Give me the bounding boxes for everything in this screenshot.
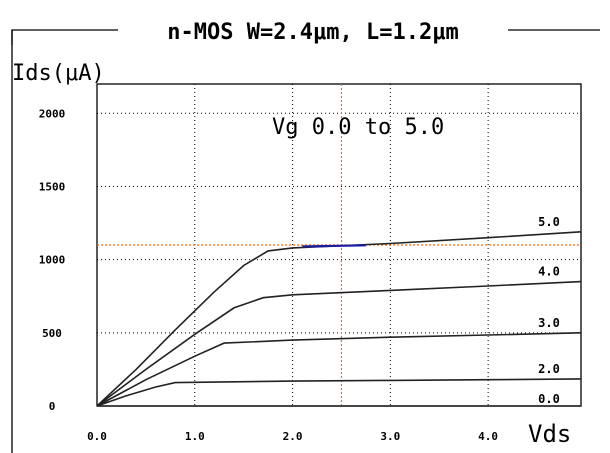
curve-label: 0.0 — [538, 392, 560, 406]
chart-title: n-MOS W=2.4μm, L=1.2μm — [167, 20, 458, 45]
series-line-vg-3-0 — [96, 332, 582, 407]
series-lines — [96, 231, 582, 407]
y-tick-label: 0 — [49, 400, 56, 413]
x-axis-label: Vds — [528, 420, 571, 448]
x-tick-label: 2.0 — [283, 430, 303, 443]
y-tick-label: 1500 — [39, 180, 66, 193]
curve-label: 4.0 — [538, 265, 560, 279]
x-tick-label: 1.0 — [185, 430, 205, 443]
curve-label: 2.0 — [538, 362, 560, 376]
series-line-vg-5-0 — [96, 231, 582, 407]
curve-label: 3.0 — [538, 316, 560, 330]
y-axis-label: Ids(μA) — [12, 61, 105, 86]
x-tick-label: 3.0 — [380, 430, 400, 443]
series-line-vg-2-0 — [96, 378, 582, 407]
y-tick-label: 2000 — [39, 107, 66, 120]
x-tick-labels: 0.0 1.0 2.0 3.0 4.0 — [87, 430, 498, 443]
y-tick-label: 500 — [42, 327, 62, 340]
operating-point-marker — [302, 244, 366, 248]
y-tick-labels: 0 500 1000 1500 2000 — [39, 107, 66, 413]
curve-labels: 5.0 4.0 3.0 2.0 0.0 — [538, 215, 560, 406]
y-tick-label: 1000 — [39, 254, 66, 267]
sweep-annotation: Vg 0.0 to 5.0 — [272, 115, 444, 140]
x-tick-label: 0.0 — [87, 430, 107, 443]
series-line-vg-4-0 — [96, 280, 582, 407]
x-tick-label: 4.0 — [478, 430, 498, 443]
curve-label: 5.0 — [538, 215, 560, 229]
